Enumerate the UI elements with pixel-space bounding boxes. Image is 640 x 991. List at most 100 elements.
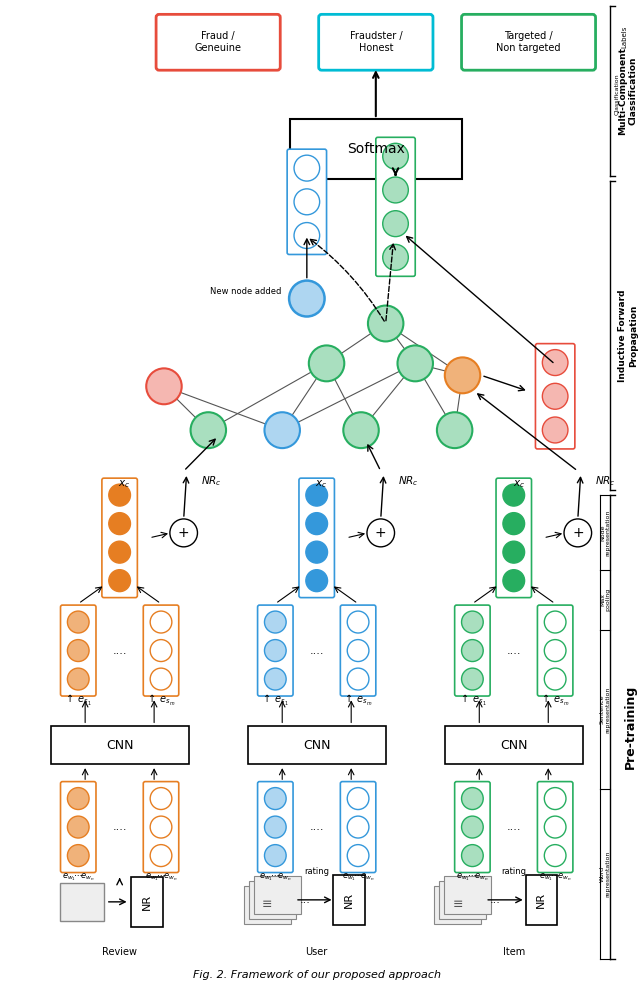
Circle shape	[150, 788, 172, 810]
Circle shape	[306, 512, 328, 534]
Circle shape	[109, 512, 131, 534]
FancyBboxPatch shape	[143, 782, 179, 872]
Circle shape	[544, 611, 566, 633]
Circle shape	[503, 541, 525, 563]
Text: ....: ....	[310, 645, 324, 656]
Circle shape	[191, 412, 226, 448]
Circle shape	[306, 485, 328, 506]
Text: Review: Review	[102, 946, 137, 956]
Text: $e_{w_1}\!\cdots\! e_{w_n}$: $e_{w_1}\!\cdots\! e_{w_n}$	[259, 871, 292, 883]
Text: $NR_c$: $NR_c$	[595, 475, 616, 488]
Bar	[525, 875, 557, 925]
FancyBboxPatch shape	[538, 782, 573, 872]
Text: $NR_c$: $NR_c$	[201, 475, 221, 488]
Text: NR: NR	[536, 892, 547, 908]
Text: $\uparrow\,e_{s_m}$: $\uparrow\,e_{s_m}$	[540, 693, 570, 708]
FancyBboxPatch shape	[340, 782, 376, 872]
Circle shape	[109, 541, 131, 563]
Text: $e_{w_1}\!\cdots\! e_{w_n}$: $e_{w_1}\!\cdots\! e_{w_n}$	[62, 871, 95, 883]
FancyBboxPatch shape	[299, 478, 335, 598]
Circle shape	[348, 611, 369, 633]
Circle shape	[150, 817, 172, 838]
Text: $x_c$: $x_c$	[513, 479, 525, 490]
Text: +: +	[375, 526, 387, 540]
Circle shape	[348, 788, 369, 810]
Circle shape	[383, 245, 408, 271]
Circle shape	[264, 611, 286, 633]
Circle shape	[383, 144, 408, 169]
Text: $e_{w_1}\!\cdots\! e_{w_n}$: $e_{w_1}\!\cdots\! e_{w_n}$	[342, 871, 374, 883]
Circle shape	[309, 346, 344, 382]
Circle shape	[294, 189, 319, 215]
Text: Fig. 2. Framework of our proposed approach: Fig. 2. Framework of our proposed approa…	[193, 969, 441, 980]
Circle shape	[348, 844, 369, 866]
Circle shape	[445, 358, 480, 393]
Bar	[60, 883, 104, 921]
FancyBboxPatch shape	[461, 14, 596, 70]
FancyBboxPatch shape	[61, 606, 96, 696]
FancyBboxPatch shape	[102, 478, 138, 598]
FancyBboxPatch shape	[319, 14, 433, 70]
Circle shape	[150, 844, 172, 866]
FancyBboxPatch shape	[454, 782, 490, 872]
Bar	[290, 119, 462, 179]
Circle shape	[542, 384, 568, 409]
FancyBboxPatch shape	[536, 344, 575, 449]
Text: ≡: ≡	[262, 899, 273, 912]
Text: $e_{w_1}\!\cdots\! e_{w_n}$: $e_{w_1}\!\cdots\! e_{w_n}$	[145, 871, 177, 883]
Bar	[51, 726, 189, 764]
Circle shape	[109, 570, 131, 592]
Text: $\uparrow\,e_{s_m}$: $\uparrow\,e_{s_m}$	[344, 693, 372, 708]
Circle shape	[150, 639, 172, 662]
Circle shape	[67, 668, 89, 690]
FancyBboxPatch shape	[143, 606, 179, 696]
Text: Item: Item	[502, 946, 525, 956]
Text: Labels: Labels	[621, 26, 627, 49]
Text: Max
pooling: Max pooling	[600, 588, 611, 611]
Circle shape	[437, 412, 472, 448]
Circle shape	[383, 211, 408, 237]
Circle shape	[264, 639, 286, 662]
Text: Softmax: Softmax	[347, 142, 404, 156]
Circle shape	[348, 668, 369, 690]
Circle shape	[542, 417, 568, 443]
Text: ....: ....	[506, 823, 521, 832]
Text: CNN: CNN	[303, 739, 330, 752]
FancyBboxPatch shape	[287, 150, 326, 255]
Circle shape	[306, 541, 328, 563]
Text: $x_c$: $x_c$	[118, 479, 131, 490]
FancyBboxPatch shape	[538, 606, 573, 696]
Circle shape	[367, 519, 394, 547]
Circle shape	[348, 639, 369, 662]
Circle shape	[294, 223, 319, 249]
Text: New node added: New node added	[210, 287, 282, 296]
FancyBboxPatch shape	[340, 606, 376, 696]
Text: ....: ....	[113, 645, 127, 656]
Text: rating: rating	[501, 867, 526, 876]
Text: Word
representation: Word representation	[600, 850, 611, 897]
FancyBboxPatch shape	[257, 606, 293, 696]
Bar	[333, 875, 365, 925]
Bar	[444, 876, 491, 914]
Circle shape	[542, 350, 568, 376]
Circle shape	[343, 412, 379, 448]
Text: $x_c$: $x_c$	[316, 479, 328, 490]
Circle shape	[67, 611, 89, 633]
Circle shape	[289, 280, 324, 316]
Circle shape	[306, 570, 328, 592]
Text: User: User	[305, 946, 328, 956]
Text: Inductive Forward
Propagation: Inductive Forward Propagation	[618, 289, 638, 382]
Text: $\uparrow\,e_{s_1}$: $\uparrow\,e_{s_1}$	[262, 693, 289, 708]
FancyBboxPatch shape	[376, 138, 415, 276]
Bar	[439, 881, 486, 919]
Circle shape	[461, 817, 483, 838]
Circle shape	[264, 817, 286, 838]
Text: $e_{w_1}\!\cdots\! e_{w_n}$: $e_{w_1}\!\cdots\! e_{w_n}$	[456, 871, 489, 883]
Bar	[249, 881, 296, 919]
Circle shape	[503, 485, 525, 506]
Circle shape	[461, 611, 483, 633]
Bar	[445, 726, 583, 764]
Circle shape	[461, 788, 483, 810]
Circle shape	[461, 639, 483, 662]
Bar	[244, 886, 291, 924]
